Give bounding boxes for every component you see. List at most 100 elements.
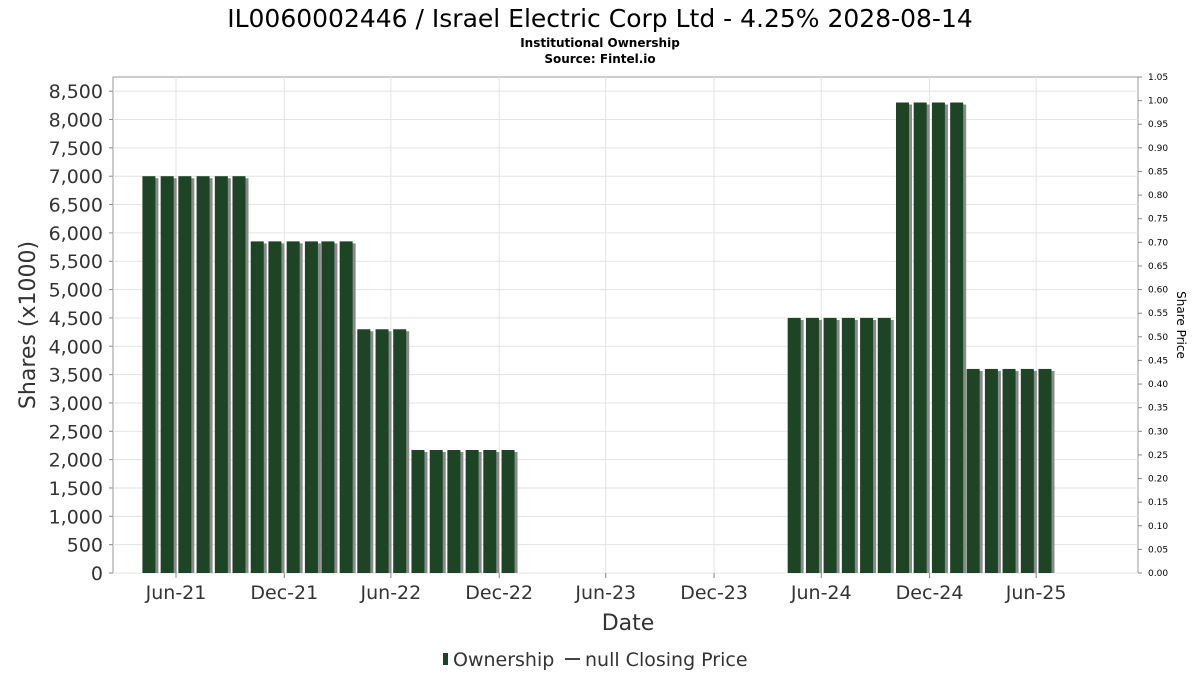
ownership-bar <box>321 241 335 574</box>
ownership-bar <box>966 368 980 573</box>
ownership-bar <box>931 102 945 573</box>
chart-subtitle: Institutional Ownership <box>520 36 680 50</box>
y2-tick-label: 0.10 <box>1148 522 1168 532</box>
y-tick-label: 7,500 <box>49 138 103 160</box>
ownership-bar <box>787 317 801 573</box>
x-tick-label: Dec-21 <box>250 582 318 604</box>
y2-tick-label: 0.15 <box>1148 498 1168 508</box>
y-tick-label: 8,000 <box>49 110 103 132</box>
x-axis-label: Date <box>602 611 655 636</box>
chart-source: Source: Fintel.io <box>544 52 655 66</box>
y2-tick-label: 0.60 <box>1148 286 1168 296</box>
ownership-bar <box>304 241 318 574</box>
ownership-bar <box>501 449 515 573</box>
ownership-bar <box>286 241 300 574</box>
y-axis-label: Shares (x1000) <box>16 241 41 409</box>
x-tick-label: Dec-23 <box>680 582 748 604</box>
y-tick-label: 1,000 <box>49 506 103 528</box>
ownership-bar <box>860 317 874 573</box>
y2-tick-label: 0.65 <box>1148 262 1168 272</box>
chart-title: IL0060002446 / Israel Electric Corp Ltd … <box>227 4 973 33</box>
y-tick-label: 6,500 <box>49 195 103 217</box>
ownership-bar <box>160 176 174 573</box>
y2-tick-label: 0.55 <box>1148 309 1168 319</box>
y2-tick-label: 0.90 <box>1148 144 1168 154</box>
ownership-bar <box>268 241 282 574</box>
y-tick-label: 500 <box>67 535 103 557</box>
x-tick-label: Dec-22 <box>465 582 533 604</box>
x-tick-label: Jun-24 <box>790 582 852 604</box>
x-axis-ticks: Jun-21 Dec-21 Jun-22 Dec-22 Jun-23 Dec-23 Jun-… <box>145 573 1067 604</box>
legend: Ownership null Closing Price <box>443 649 748 671</box>
y-tick-label: 8,500 <box>49 81 103 103</box>
ownership-bar <box>393 329 407 573</box>
ownership-bar <box>214 176 228 573</box>
ownership-bar <box>877 317 891 573</box>
y2-tick-label: 1.05 <box>1148 73 1168 83</box>
ownership-bar <box>375 329 389 573</box>
x-tick-label: Jun-21 <box>145 582 207 604</box>
x-tick-label: Jun-23 <box>574 582 636 604</box>
ownership-bar <box>913 102 927 573</box>
x-tick-label: Jun-25 <box>1005 582 1067 604</box>
ownership-bar <box>465 449 479 573</box>
y2-tick-label: 0.95 <box>1148 120 1168 130</box>
ownership-bar <box>1020 368 1034 573</box>
y2-tick-label: 1.00 <box>1148 97 1168 107</box>
legend-ownership-swatch <box>443 653 448 665</box>
y-tick-label: 0 <box>91 563 103 585</box>
ownership-bar <box>896 102 910 573</box>
ownership-bar <box>805 317 819 573</box>
y2-tick-label: 0.75 <box>1148 215 1168 225</box>
y2-axis-label: Share Price <box>1174 291 1188 359</box>
ownership-bar <box>178 176 192 573</box>
y2-tick-label: 0.05 <box>1148 545 1168 555</box>
y-tick-label: 4,000 <box>49 336 103 358</box>
x-tick-label: Jun-22 <box>360 582 422 604</box>
y2-tick-label: 0.80 <box>1148 191 1168 201</box>
ownership-bar <box>339 241 353 574</box>
y2-tick-label: 0.70 <box>1148 238 1168 248</box>
bars <box>142 102 1055 574</box>
y-tick-label: 6,000 <box>49 223 103 245</box>
y2-tick-label: 0.85 <box>1148 167 1168 177</box>
ownership-bar <box>823 317 837 573</box>
y-tick-label: 3,000 <box>49 393 103 415</box>
legend-ownership-label: Ownership <box>453 649 554 671</box>
y2-tick-label: 0.00 <box>1148 569 1168 579</box>
ownership-bar <box>429 449 443 573</box>
y-tick-label: 5,000 <box>49 280 103 302</box>
ownership-bar <box>1038 368 1052 573</box>
y2-tick-label: 0.35 <box>1148 404 1168 414</box>
y2-tick-label: 0.45 <box>1148 356 1168 366</box>
y-tick-label: 2,500 <box>49 421 103 443</box>
y-tick-label: 1,500 <box>49 478 103 500</box>
ownership-bar <box>483 449 497 573</box>
ownership-bar <box>411 449 425 573</box>
y-tick-label: 7,000 <box>49 166 103 188</box>
y2-axis-ticks: 0.00 0.05 0.10 0.15 0.20 0.25 0.30 0.35 0.40 0.45… <box>1138 73 1168 579</box>
legend-price-label: null Closing Price <box>585 649 748 671</box>
y-tick-label: 5,500 <box>49 251 103 273</box>
ownership-bar <box>196 176 210 573</box>
y2-tick-label: 0.50 <box>1148 333 1168 343</box>
ownership-bar <box>250 241 264 574</box>
ownership-bar <box>841 317 855 573</box>
x-tick-label: Dec-24 <box>896 582 964 604</box>
ownership-bar <box>232 176 246 573</box>
ownership-bar <box>142 176 156 573</box>
y-tick-label: 4,500 <box>49 308 103 330</box>
ownership-bar <box>950 102 964 573</box>
y-axis-ticks: 0 500 1,000 1,500 2,000 2,500 3,000 3,500 4,000 4… <box>49 81 113 585</box>
ownership-bar <box>357 329 371 573</box>
y2-tick-label: 0.30 <box>1148 427 1168 437</box>
y2-tick-label: 0.25 <box>1148 451 1168 461</box>
ownership-bar <box>447 449 461 573</box>
y2-tick-label: 0.40 <box>1148 380 1168 390</box>
plot-area <box>112 76 1139 574</box>
y-tick-label: 3,500 <box>49 365 103 387</box>
y-tick-label: 2,000 <box>49 450 103 472</box>
ownership-bar <box>1002 368 1016 573</box>
